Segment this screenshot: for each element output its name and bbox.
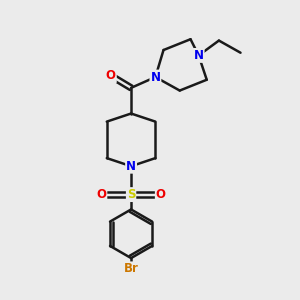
Text: Br: Br	[124, 262, 139, 275]
Text: O: O	[156, 188, 166, 201]
Text: O: O	[96, 188, 106, 201]
Text: N: N	[194, 49, 204, 62]
Text: O: O	[106, 69, 116, 82]
Text: N: N	[126, 160, 136, 173]
Text: S: S	[127, 188, 135, 201]
Text: N: N	[150, 70, 161, 83]
